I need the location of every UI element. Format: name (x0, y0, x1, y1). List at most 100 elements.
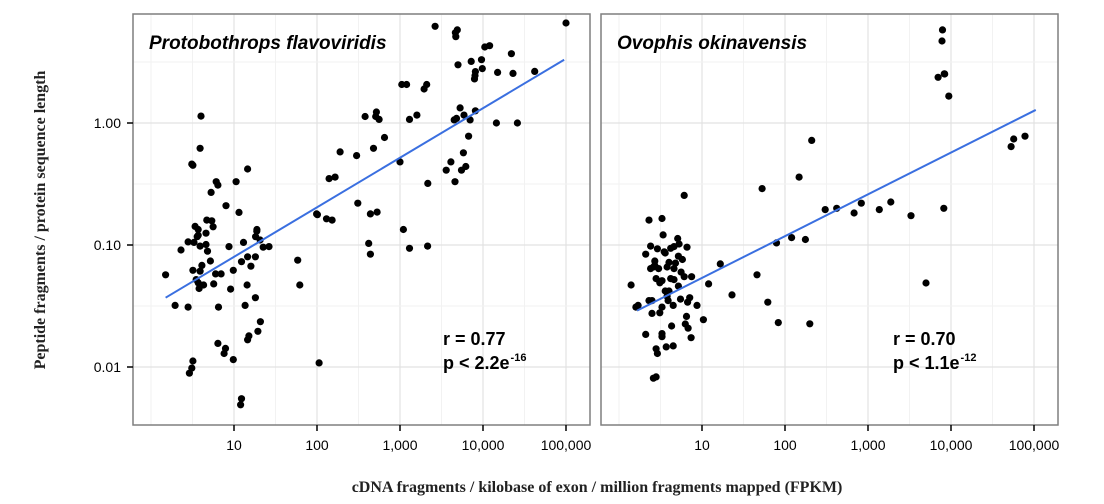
data-point (934, 73, 942, 81)
data-point (237, 258, 246, 266)
data-point (642, 250, 650, 258)
data-point (184, 238, 192, 246)
data-point (655, 265, 663, 273)
regression-line (165, 58, 565, 299)
data-point (214, 339, 222, 347)
panel-background (601, 14, 1058, 425)
data-point (627, 281, 635, 289)
data-point (235, 208, 243, 216)
data-point (940, 204, 948, 212)
data-point (651, 257, 659, 265)
data-point (808, 136, 816, 144)
data-point (907, 212, 915, 220)
x-tick-label: 100 (773, 437, 797, 453)
data-point (705, 280, 713, 288)
data-point (361, 112, 369, 121)
data-point (209, 223, 217, 231)
data-point (459, 149, 467, 157)
data-point (653, 245, 662, 253)
data-point (945, 92, 953, 100)
data-point (1010, 135, 1018, 143)
data-point (189, 357, 197, 365)
x-tick-label: 1,000 (850, 437, 885, 453)
data-point (664, 297, 672, 305)
data-point (683, 243, 691, 251)
data-point (413, 111, 421, 119)
data-point (366, 210, 374, 218)
data-point (774, 319, 782, 327)
x-tick-label: 1,000 (382, 437, 417, 453)
data-point (353, 152, 361, 160)
panel-ovophis: Ovophis okinavensis r = 0.70 p < 1.1e -12 10… (600, 13, 1060, 453)
data-point (294, 256, 302, 264)
data-point (442, 166, 450, 174)
data-point (206, 257, 214, 265)
data-point (196, 267, 204, 275)
data-point (795, 173, 803, 181)
data-point (653, 349, 662, 358)
y-axis: 1.00 0.10 0.01 (94, 115, 133, 375)
data-point (222, 202, 230, 210)
data-point (486, 42, 494, 50)
data-point (202, 240, 210, 249)
data-point (634, 301, 642, 309)
data-point (190, 238, 198, 246)
data-point (225, 243, 233, 251)
data-point (256, 318, 264, 326)
data-point (675, 240, 683, 248)
data-point (196, 242, 204, 250)
data-point (245, 332, 253, 340)
data-point (177, 246, 185, 254)
data-point (247, 262, 255, 270)
y-tick-label: 0.10 (94, 237, 121, 253)
data-point (325, 175, 333, 183)
data-point (194, 231, 202, 239)
data-point (322, 215, 331, 223)
data-point (194, 225, 202, 234)
x-tick-label: 100,000 (1009, 437, 1060, 453)
data-point (423, 80, 431, 89)
data-point (229, 356, 237, 364)
data-point (331, 173, 339, 181)
stat-p: p < 2.2e (443, 353, 510, 373)
x-tick-label: 100 (305, 437, 329, 453)
data-point (562, 19, 570, 27)
data-point (806, 320, 814, 328)
data-point (753, 271, 761, 279)
data-point (658, 277, 666, 285)
data-point (184, 303, 192, 311)
data-point (669, 301, 677, 309)
data-point (477, 56, 486, 64)
data-point (648, 309, 656, 317)
data-point (467, 57, 475, 65)
data-point (396, 158, 404, 166)
x-tick-label: 100,000 (541, 437, 592, 453)
panel-border (600, 13, 1059, 426)
data-point (1021, 132, 1029, 140)
data-point (214, 181, 222, 189)
data-point (875, 206, 883, 214)
data-point (652, 373, 660, 381)
data-point (658, 333, 666, 341)
data-point (680, 191, 688, 199)
data-point (658, 303, 666, 311)
stat-p: p < 1.1e (893, 353, 960, 373)
data-point (857, 199, 865, 207)
data-point (478, 65, 486, 73)
y-axis-title: Peptide fragments / protein sequence len… (32, 71, 49, 370)
data-point (922, 279, 930, 287)
data-point (399, 225, 407, 234)
data-point (887, 198, 895, 206)
data-point (354, 199, 362, 207)
data-point (162, 271, 170, 279)
data-point (207, 188, 215, 196)
data-point (494, 68, 502, 76)
data-point (1007, 143, 1015, 151)
data-point (194, 279, 202, 287)
data-point (214, 303, 223, 311)
data-point (688, 273, 696, 281)
data-point (662, 343, 670, 351)
data-point (212, 270, 220, 278)
data-point (680, 273, 688, 281)
